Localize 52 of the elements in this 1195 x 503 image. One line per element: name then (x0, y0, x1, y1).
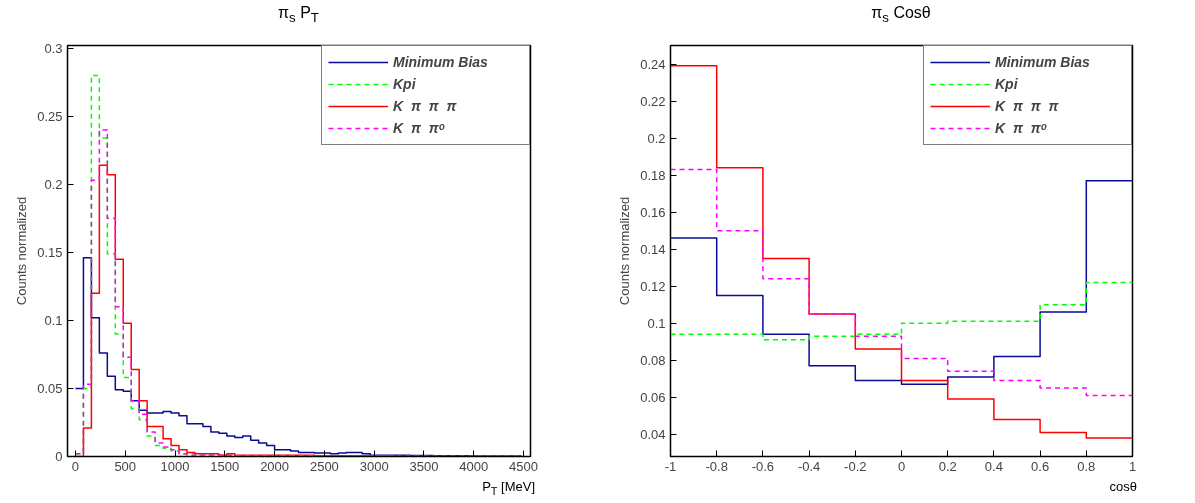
y-tick-label: 0.15 (37, 244, 63, 260)
y-tick-label: 0.04 (640, 426, 666, 442)
legend-label: K π πᵒ (995, 120, 1048, 136)
legend-label: Minimum Bias (995, 54, 1091, 70)
x-tick-label: 1 (1128, 458, 1137, 474)
x-tick-label: 0.2 (938, 458, 957, 474)
x-tick-label: -0.6 (751, 458, 775, 474)
legend-label: Minimum Bias (393, 54, 489, 70)
legend-label: K π π π (995, 98, 1060, 114)
y-tick-label: 0.25 (37, 108, 63, 124)
legend-label: Kpi (393, 76, 417, 92)
y-tick-label: 0.12 (640, 278, 666, 294)
y-tick-label: 0.06 (640, 389, 666, 405)
x-tick-label: 2000 (260, 458, 290, 474)
y-tick-label: 0.1 (44, 312, 63, 328)
x-tick-label: -0.8 (705, 458, 728, 474)
x-tick-label: 4000 (459, 458, 489, 474)
x-axis-title: P$_{T}$ [MeV] (482, 478, 535, 499)
y-tick-label: 0.08 (640, 352, 666, 368)
x-tick-label: 2500 (309, 458, 339, 474)
x-tick-label: 3500 (409, 458, 439, 474)
x-tick-label: 1000 (160, 458, 190, 474)
x-tick-label: 0.4 (984, 458, 1003, 474)
legend-label: Kpi (995, 76, 1019, 92)
x-tick-label: 1500 (210, 458, 240, 474)
y-tick-label: 0.14 (640, 241, 666, 257)
x-tick-label: 0 (897, 458, 906, 474)
x-tick-label: -0.2 (844, 458, 867, 474)
y-tick-label: 0.22 (640, 93, 666, 109)
legend-label: K π π π (393, 98, 458, 114)
x-tick-label: 500 (114, 458, 137, 474)
x-axis-title: cosθ (1109, 478, 1137, 496)
legend-label: K π πᵒ (393, 120, 446, 136)
y-tick-label: 0.18 (640, 167, 666, 183)
x-tick-label: 0 (71, 458, 80, 474)
y-tick-label: 0.3 (44, 40, 63, 56)
y-tick-label: 0.24 (640, 56, 666, 72)
chart-title: π$_{s}$ P$_{T}$ (278, 3, 319, 28)
x-tick-label: 3000 (359, 458, 389, 474)
y-tick-label: 0.16 (640, 204, 666, 220)
x-tick-label: -0.4 (797, 458, 821, 474)
y-tick-label: 0.05 (37, 380, 63, 396)
y-tick-label: 0.2 (44, 176, 63, 192)
y-tick-label: 0.1 (647, 315, 666, 331)
y-axis-title: Counts normalized (14, 196, 30, 306)
x-tick-label: 0.6 (1031, 458, 1050, 474)
x-tick-label: 4500 (509, 458, 538, 474)
y-tick-label: 0.2 (647, 130, 666, 146)
x-tick-label: 0.8 (1077, 458, 1096, 474)
x-tick-label: -1 (664, 458, 677, 474)
y-axis-title: Counts normalized (617, 196, 633, 306)
chart-title: π$_{s}$ Cosθ (871, 3, 931, 28)
